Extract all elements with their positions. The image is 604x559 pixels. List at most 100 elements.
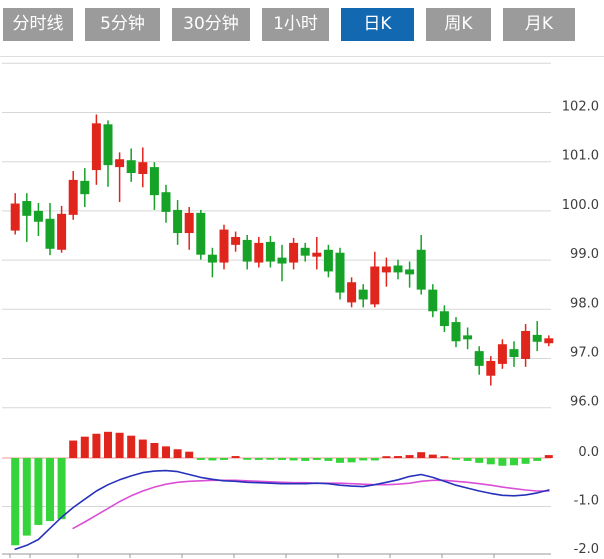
macd-histogram-bar [312,458,321,460]
candle-body [126,160,136,174]
macd-histogram-bar [440,456,449,458]
macd-histogram-bar [463,458,472,461]
macd-histogram-bar [510,458,518,466]
price-axis-label: 99.0 [570,247,599,262]
candle [45,203,55,256]
candle [370,251,380,308]
candle-body [521,330,531,359]
macd-histogram-bar [475,458,484,463]
candle [463,327,473,350]
macd-histogram-bar [254,458,263,460]
macd-histogram-bar [231,456,240,458]
candle-body [45,218,55,249]
macd-histogram-bar [278,458,286,460]
candle [347,277,357,308]
candle [80,168,90,207]
tab-daily-k[interactable]: 日K [341,8,414,41]
candle-body [347,282,357,303]
candle-body [323,249,333,272]
candle-body [381,266,391,273]
macd-histogram-bar [336,458,344,463]
candle [103,120,113,187]
candle-body [33,210,43,222]
candle [277,244,287,282]
macd-histogram-bar [162,446,170,458]
candle-body [196,212,206,255]
candle [231,231,241,252]
candle [474,346,484,375]
macd-histogram-bar [208,458,217,461]
macd-histogram-bar [417,452,426,458]
tab-1hour[interactable]: 1小时 [262,8,329,41]
candle [149,162,159,210]
price-axis-label: 98.0 [570,296,599,311]
tab-time-share-line[interactable]: 分时线 [3,8,73,41]
candle-body [219,229,229,263]
candle [358,284,368,308]
candle [91,114,101,185]
macd-histogram-bar [289,458,298,461]
candle-body [173,209,183,234]
candle [289,237,299,270]
candle [509,341,519,367]
candle-body [91,123,101,171]
price-axis-label: 96.0 [570,395,599,410]
candle-body [57,213,67,250]
candle-body [242,239,252,262]
candle-body [68,179,78,215]
candle-body [474,351,484,366]
tab-30min[interactable]: 30分钟 [172,8,250,41]
macd-histogram-bar [266,458,275,460]
macd-histogram-bar [185,451,194,458]
candle-body [486,360,496,376]
macd-axis-label: -2.0 [574,542,599,557]
candle [184,206,194,250]
candle-body [544,338,554,344]
macd-histogram-bar [22,458,31,536]
macd-histogram-bar [405,455,414,458]
candle [486,356,496,386]
macd-histogram-bar [324,458,333,461]
candle [439,305,449,332]
candle-body [416,249,426,290]
candle-body [405,269,415,275]
candle-body [184,212,194,234]
candle-body [497,344,507,364]
candle-body [358,289,368,300]
price-axis-label: 101.0 [562,149,599,164]
macd-axis-label: -1.0 [574,494,599,509]
macd-histogram-bar [394,456,402,458]
macd-histogram-bar [150,442,159,458]
macd-histogram-bar [115,432,124,458]
macd-histogram-bar [359,458,368,461]
tab-5min[interactable]: 5分钟 [85,8,160,41]
candle-body [254,242,264,263]
price-axis-label: 100.0 [562,198,599,213]
candle-body [428,289,438,312]
candle-body [532,334,542,342]
macd-axis-label: 0.0 [578,445,599,460]
macd-histogram-bar [69,440,78,458]
candle [207,247,217,278]
candle [254,236,264,268]
candle-body [265,241,275,262]
candle [405,261,415,288]
price-axis-label: 102.0 [562,100,599,115]
tab-monthly-k[interactable]: 月K [503,8,575,41]
candle-body [312,252,322,257]
macd-histogram-bar [521,458,530,464]
candle [33,203,43,236]
candle [115,152,125,203]
macd-histogram-bar [127,435,136,458]
candle-body [300,247,310,256]
tab-weekly-k[interactable]: 周K [426,8,491,41]
macd-histogram-bar [220,458,228,460]
candle [242,235,252,270]
macd-histogram-bar [382,456,391,458]
candle-body [138,162,148,174]
dif-line [14,469,550,551]
timeframe-tabs: 分时线 5分钟 30分钟 1小时 日K 周K 月K [3,8,575,41]
price-axis-label: 97.0 [570,346,599,361]
candle [126,148,136,182]
